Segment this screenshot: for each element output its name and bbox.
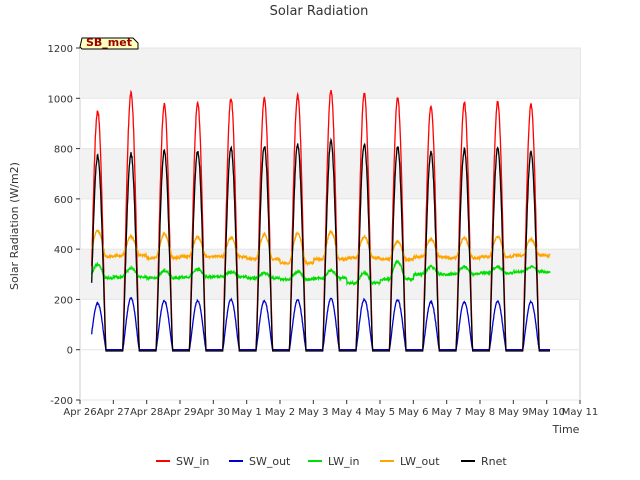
y-tick-label: 800 — [54, 145, 73, 156]
legend-label: Rnet — [481, 455, 507, 468]
series-line-lw-in — [91, 259, 551, 287]
legend-item-lw-in: LW_in — [308, 455, 360, 468]
legend-item-lw-out: LW_out — [380, 455, 440, 468]
y-tick-label: 400 — [54, 245, 73, 256]
y-tick-label: -200 — [50, 396, 73, 407]
x-tick-label: May 2 — [265, 407, 295, 418]
series-line-lw-out — [91, 229, 551, 267]
y-tick-label: 200 — [54, 295, 73, 306]
x-tick-label: May 8 — [465, 407, 495, 418]
site-label: SB_met — [86, 36, 132, 49]
x-tick-label: May 3 — [298, 407, 328, 418]
y-axis-ticks: -200 0 200 400 600 800 1000 1200 — [48, 44, 80, 407]
x-tick-label: May 11 — [562, 407, 599, 418]
y-tick-label: 0 — [67, 346, 73, 357]
y-tick-label: 600 — [54, 195, 73, 206]
x-tick-label: Apr 26 — [63, 407, 96, 418]
y-axis-label: Solar Radiation (W/m2) — [8, 162, 21, 290]
legend-label: SW_in — [176, 455, 209, 468]
series-line-rnet — [91, 137, 550, 352]
legend-label: LW_in — [328, 455, 360, 468]
x-tick-label: May 7 — [432, 407, 462, 418]
legend-label: LW_out — [400, 455, 440, 468]
x-tick-label: May 10 — [528, 407, 565, 418]
grid-band — [80, 148, 580, 199]
grid-band — [80, 48, 580, 99]
legend-item-sw-out: SW_out — [229, 455, 291, 468]
series-line-sw-out — [91, 297, 550, 351]
x-tick-label: Apr 30 — [197, 407, 230, 418]
x-tick-label: Apr 29 — [163, 407, 196, 418]
y-tick-label: 1200 — [48, 44, 73, 55]
x-tick-label: Apr 28 — [130, 407, 163, 418]
y-tick-label: 1000 — [48, 94, 73, 105]
site-label-box: SB_met — [79, 36, 139, 50]
x-tick-label: May 9 — [498, 407, 528, 418]
x-axis-label: Time — [552, 423, 580, 436]
grid-bands — [80, 48, 580, 300]
series-lines — [91, 89, 551, 352]
legend-item-rnet: Rnet — [461, 455, 507, 468]
x-tick-label: Apr 27 — [97, 407, 130, 418]
x-tick-label: May 4 — [332, 407, 362, 418]
legend-item-sw-in: SW_in — [156, 455, 209, 468]
x-axis-ticks: Apr 26 Apr 27 Apr 28 Apr 29 Apr 30 May 1 May 2… — [63, 400, 598, 418]
legend-label: SW_out — [249, 455, 291, 468]
x-tick-label: May 5 — [365, 407, 395, 418]
grid-band — [80, 249, 580, 300]
x-tick-label: May 6 — [398, 407, 428, 418]
x-tick-label: May 1 — [232, 407, 262, 418]
chart-title: Solar Radiation — [270, 4, 369, 19]
legend: SW_in SW_out LW_in LW_out Rnet — [156, 455, 507, 468]
